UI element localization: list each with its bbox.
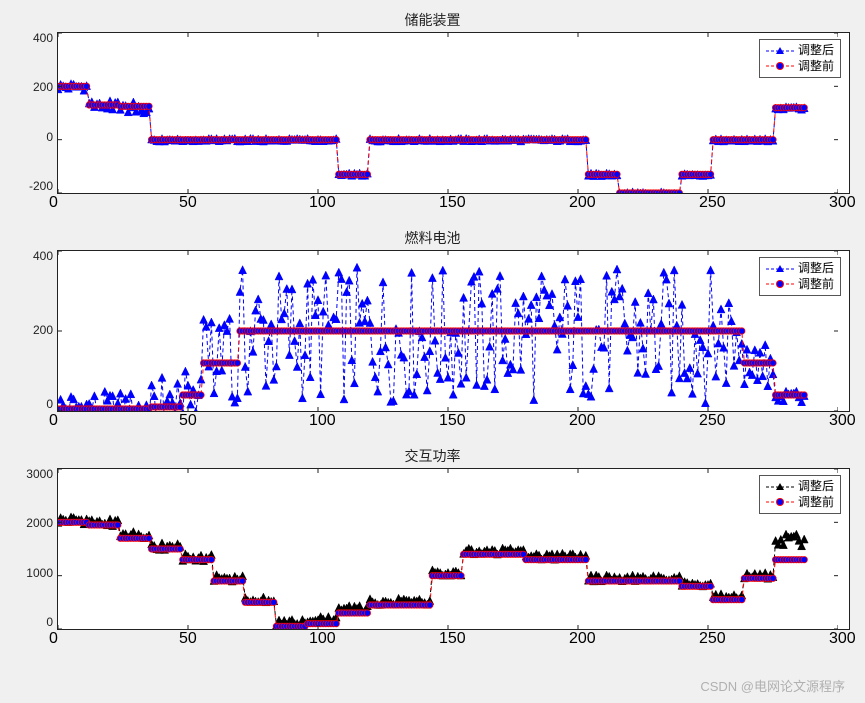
y-tick-label: 200 xyxy=(33,324,53,336)
legend-entry-before: 调整前 xyxy=(766,495,834,511)
x-axis: 050100150200250300 xyxy=(15,630,850,646)
x-tick-label: 300 xyxy=(829,630,856,648)
x-tick-label: 50 xyxy=(179,630,197,648)
x-tick-label: 200 xyxy=(569,412,596,430)
x-tick-label: 50 xyxy=(179,412,197,430)
x-tick-label: 150 xyxy=(439,194,466,212)
legend-box[interactable]: 调整后 调整前 xyxy=(759,257,841,296)
x-tick-label: 250 xyxy=(699,412,726,430)
x-tick-label: 50 xyxy=(179,194,197,212)
legend-entry-before: 调整前 xyxy=(766,277,834,293)
subplot-exchange: 交互功率 3000200010000 调整后 xyxy=(15,446,850,646)
x-tick-label: 0 xyxy=(49,194,58,212)
legend-entry-after: 调整后 xyxy=(766,479,834,495)
x-axis: 050100150200250300 xyxy=(15,194,850,210)
plot-area[interactable]: 调整后 调整前 xyxy=(57,468,850,630)
legend-label-after: 调整后 xyxy=(798,479,834,495)
legend-box[interactable]: 调整后 调整前 xyxy=(759,475,841,514)
legend-label-before: 调整前 xyxy=(798,59,834,75)
legend-box[interactable]: 调整后 调整前 xyxy=(759,39,841,78)
legend-label-before: 调整前 xyxy=(798,495,834,511)
y-tick-label: 400 xyxy=(33,250,53,262)
legend-label-before: 调整前 xyxy=(798,277,834,293)
y-tick-label: 0 xyxy=(46,131,53,143)
x-tick-label: 200 xyxy=(569,194,596,212)
y-tick-label: 0 xyxy=(46,616,53,628)
y-tick-label: 3000 xyxy=(26,468,53,480)
legend-entry-before: 调整前 xyxy=(766,59,834,75)
y-axis: 3000 2000 1000 0 xyxy=(15,468,57,628)
x-tick-label: 300 xyxy=(829,412,856,430)
watermark-text: CSDN @电网论文源程序 xyxy=(700,676,845,695)
y-tick-label: 1000 xyxy=(26,567,53,579)
x-tick-label: 100 xyxy=(309,630,336,648)
subplot-title: 储能装置 xyxy=(15,10,850,30)
y-tick-label: 2000 xyxy=(26,517,53,529)
y-tick-label: 400 xyxy=(33,32,53,44)
y-tick-label: -200 xyxy=(29,180,53,192)
x-tick-label: 100 xyxy=(309,412,336,430)
x-tick-label: 300 xyxy=(829,194,856,212)
y-tick-label: 200 xyxy=(33,81,53,93)
legend-label-after: 调整后 xyxy=(798,261,834,277)
subplot-title: 交互功率 xyxy=(15,446,850,466)
plot-area[interactable]: 调整后 调整前 xyxy=(57,250,850,412)
legend-entry-after: 调整后 xyxy=(766,43,834,59)
x-tick-label: 250 xyxy=(699,194,726,212)
x-tick-label: 150 xyxy=(439,630,466,648)
y-tick-label: 0 xyxy=(46,398,53,410)
y-axis: 400 200 0 xyxy=(15,250,57,410)
y-axis: 400 200 0 -200 xyxy=(15,32,57,192)
subplot-title: 燃料电池 xyxy=(15,228,850,248)
legend-entry-after: 调整后 xyxy=(766,261,834,277)
x-tick-label: 0 xyxy=(49,630,58,648)
x-tick-label: 100 xyxy=(309,194,336,212)
subplot-fuelcell: 燃料电池 400 200 0 调整后 xyxy=(15,228,850,428)
subplots-container: 储能装置 4002000-200 调整后 xyxy=(15,10,850,646)
x-tick-label: 150 xyxy=(439,412,466,430)
subplot-storage: 储能装置 400 200 0 -200 调整后 xyxy=(15,10,850,210)
x-axis: 050100150200250300 xyxy=(15,412,850,428)
x-tick-label: 200 xyxy=(569,630,596,648)
plot-area[interactable]: 调整后 调整前 xyxy=(57,32,850,194)
legend-label-after: 调整后 xyxy=(798,43,834,59)
figure-window: 储能装置 4002000-200 调整后 xyxy=(0,0,865,703)
x-tick-label: 0 xyxy=(49,412,58,430)
x-tick-label: 250 xyxy=(699,630,726,648)
